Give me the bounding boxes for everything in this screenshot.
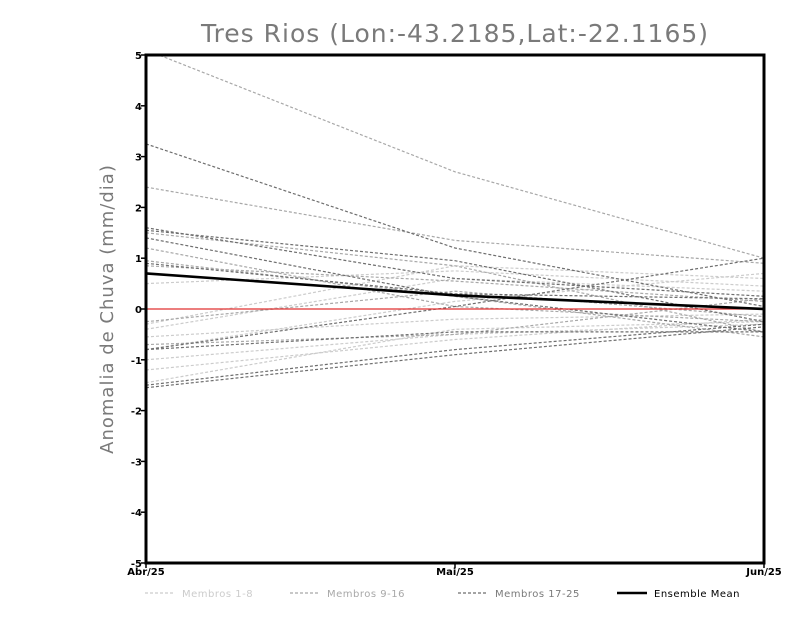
y-axis-label: Anomalia de Chuva (mm/dia) [97, 164, 118, 454]
member-line-g1-8 [146, 323, 764, 361]
member-line-g2-2 [146, 186, 764, 264]
member-line-g2-5 [146, 247, 764, 323]
ensemble-mean-line [146, 272, 764, 311]
legend-label: Membros 1-8 [182, 589, 253, 600]
y-tick-label: -5 [131, 559, 142, 570]
member-line-g3-5 [146, 257, 764, 351]
plot-area [146, 55, 764, 389]
x-tick-label: Mai/25 [436, 567, 474, 578]
legend-label: Membros 9-16 [327, 589, 405, 600]
y-tick-label: -1 [131, 356, 142, 367]
member-line-g1-6 [146, 313, 764, 338]
member-line-g2-3 [146, 232, 764, 333]
member-line-g2-4 [146, 265, 764, 302]
member-line-g2-8 [146, 290, 764, 323]
member-line-g3-3 [146, 229, 764, 323]
chart-title: Tres Rios (Lon:-43.2185,Lat:-22.1165) [200, 19, 709, 48]
legend-label: Membros 17-25 [495, 589, 580, 600]
member-line-g3-8 [146, 262, 764, 300]
x-tick-label: Abr/25 [127, 567, 164, 578]
y-tick-label: 5 [135, 51, 142, 62]
member-line-g2-6 [146, 298, 764, 346]
member-line-g1-3 [146, 321, 764, 384]
y-tick-label: -2 [131, 407, 142, 418]
member-line-g3-2 [146, 227, 764, 297]
member-line-g3-4 [146, 237, 764, 333]
y-tick-label: -4 [131, 508, 142, 519]
member-line-g1-7 [146, 270, 764, 287]
member-line-g2-1 [157, 55, 764, 259]
member-line-g1-2 [146, 318, 764, 371]
y-tick-label: 3 [135, 153, 142, 164]
y-tick-label: 2 [135, 203, 142, 214]
y-tick-label: -3 [131, 457, 142, 468]
member-line-g3-9 [146, 323, 764, 386]
member-line-g3-1 [146, 143, 764, 308]
legend: Membros 1-8 Membros 9-16 Membros 17-25 Ense… [145, 589, 740, 600]
y-tick-label: 4 [135, 102, 142, 113]
member-line-g3-6 [146, 326, 764, 389]
member-line-g1-5 [146, 272, 764, 351]
member-line-g3-7 [146, 331, 764, 351]
y-tick-label: 1 [135, 254, 142, 265]
y-tick-label: 0 [135, 305, 142, 316]
legend-label: Ensemble Mean [654, 589, 740, 600]
plot-series [146, 55, 764, 389]
x-tick-label: Jun/25 [745, 567, 782, 578]
